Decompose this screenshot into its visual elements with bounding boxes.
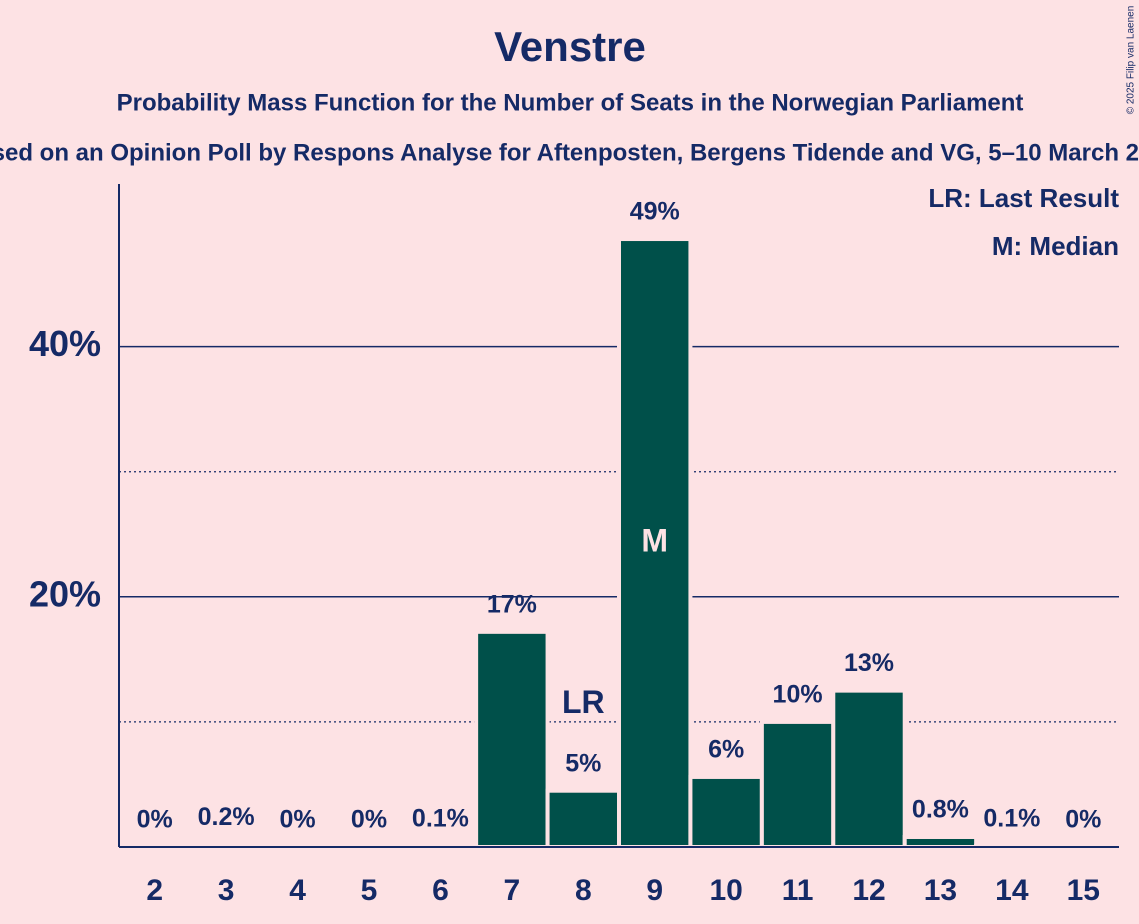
value-label: 5% — [565, 749, 601, 777]
x-tick-label: 5 — [361, 874, 378, 907]
value-label: 0% — [137, 806, 173, 834]
value-label: 6% — [708, 736, 744, 764]
copyright: © 2025 Filip van Laenen — [1126, 6, 1137, 115]
legend-entry: M: Median — [992, 231, 1119, 261]
x-tick-label: 6 — [432, 874, 449, 907]
x-tick-label: 3 — [218, 874, 235, 907]
x-tick-label: 11 — [782, 874, 814, 907]
value-label: 10% — [773, 681, 823, 709]
x-tick-label: 14 — [995, 874, 1029, 907]
value-label: 13% — [844, 649, 894, 677]
y-tick-label: 20% — [29, 573, 101, 614]
value-label: 0.1% — [983, 804, 1040, 832]
x-tick-label: 10 — [709, 874, 742, 907]
value-label: 17% — [487, 590, 537, 618]
x-tick-label: 8 — [575, 874, 592, 907]
value-label: 0.2% — [198, 803, 255, 831]
chart-subtitle: Based on an Opinion Poll by Respons Anal… — [0, 139, 1139, 166]
annotation: LR — [562, 684, 605, 720]
value-label: 0% — [351, 806, 387, 834]
legend-entry: LR: Last Result — [928, 183, 1119, 213]
bar — [902, 834, 979, 849]
value-label: 0% — [1065, 806, 1101, 834]
chart-title: Venstre — [494, 23, 646, 70]
value-label: 0.8% — [912, 796, 969, 824]
x-tick-label: 7 — [504, 874, 521, 907]
bar — [688, 774, 764, 849]
y-tick-label: 40% — [29, 323, 101, 364]
x-tick-label: 13 — [924, 874, 957, 907]
chart-subtitle: Probability Mass Function for the Number… — [117, 89, 1024, 116]
value-label: 0% — [280, 806, 316, 834]
value-label: 49% — [630, 198, 680, 226]
x-tick-label: 4 — [289, 874, 306, 907]
bar — [831, 688, 907, 849]
annotation: M — [641, 522, 668, 558]
bar — [474, 629, 550, 849]
bar — [759, 719, 836, 849]
x-tick-label: 12 — [852, 874, 885, 907]
x-tick-label: 15 — [1067, 874, 1100, 907]
x-tick-label: 2 — [146, 874, 163, 907]
x-tick-label: 9 — [646, 874, 663, 907]
value-label: 0.1% — [412, 804, 469, 832]
bar — [545, 788, 621, 849]
